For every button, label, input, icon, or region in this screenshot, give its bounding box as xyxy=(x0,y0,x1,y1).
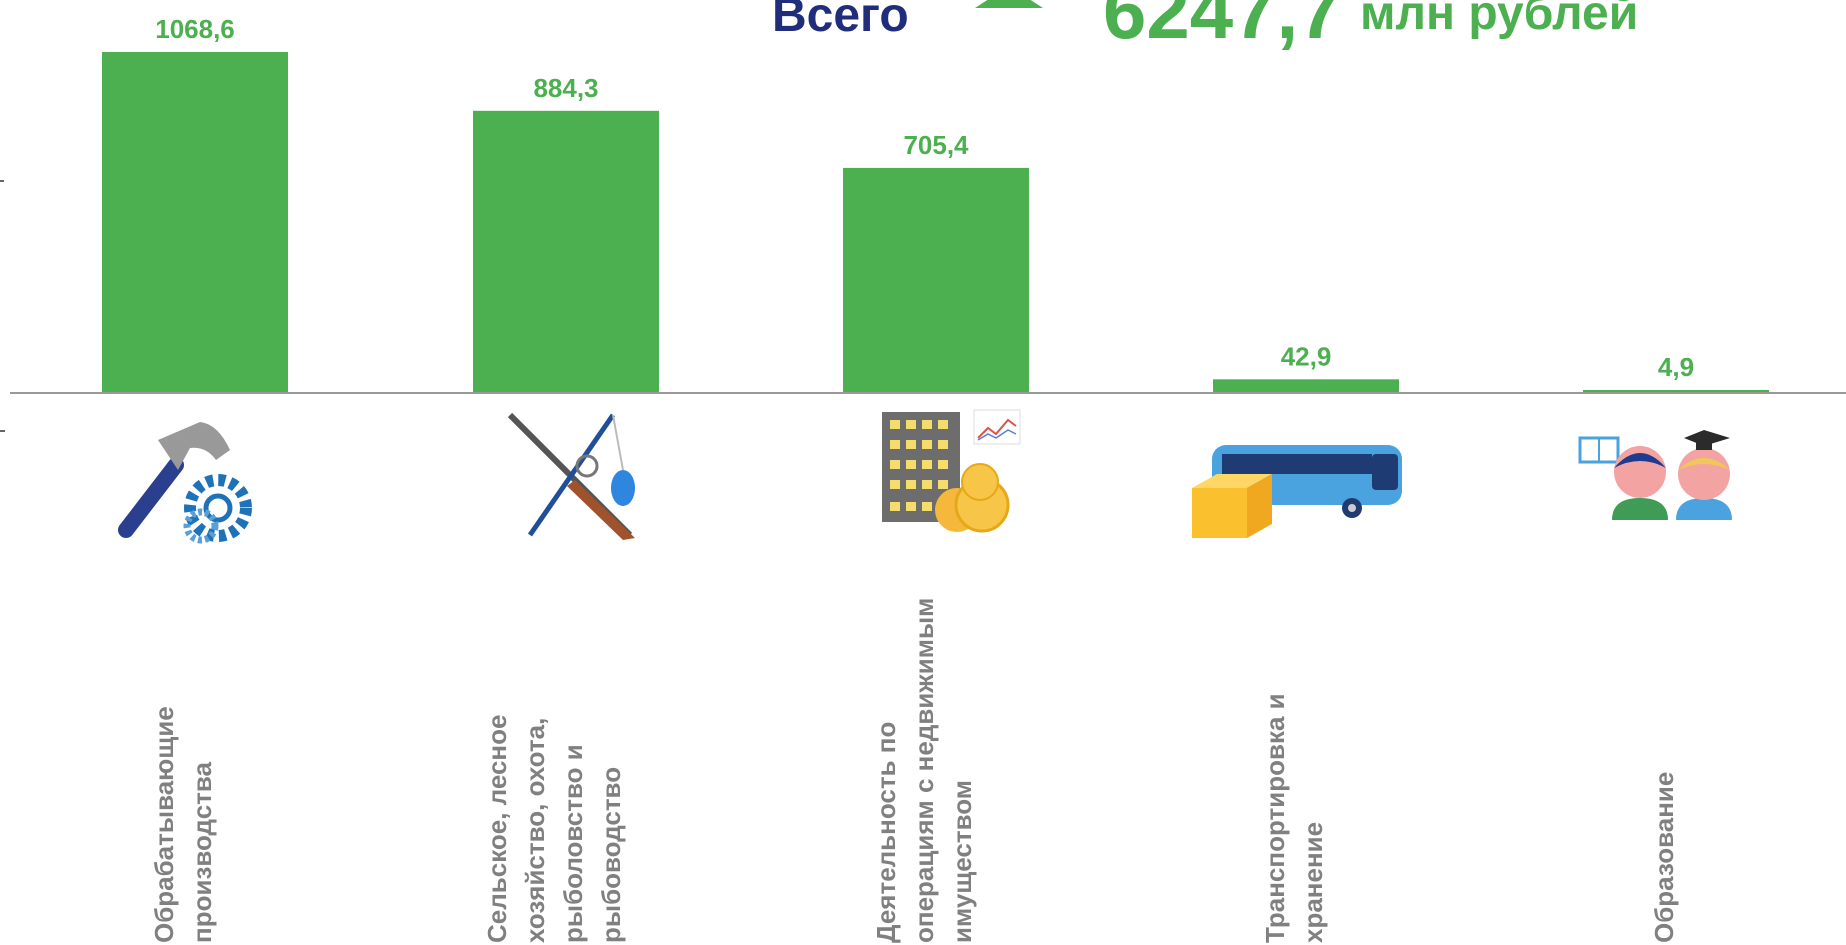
category-label-line: Образование xyxy=(1649,771,1679,943)
category-label-line: хозяйство, охота, xyxy=(520,717,550,943)
category-label-line: Обрабатывающие xyxy=(149,706,179,943)
bar xyxy=(473,110,659,393)
value-label: 1068,6 xyxy=(155,14,235,44)
total-unit: млн рублей xyxy=(1360,0,1639,40)
bar xyxy=(1213,379,1399,393)
category-label: Обрабатывающие производства xyxy=(145,706,221,943)
category-label-line: Транспортировка и xyxy=(1260,693,1290,943)
value-label: 884,3 xyxy=(533,73,598,103)
total-header: Всего 6247,7 млн рублей xyxy=(0,0,1846,55)
category-label: Деятельность по операциям с недвижимым иму… xyxy=(867,598,981,943)
category-label: Сельское, лесное хозяйство, охота, рыболов… xyxy=(478,715,630,943)
total-label: Всего xyxy=(772,0,909,42)
bus-box-icon xyxy=(1192,445,1402,538)
axis-tick xyxy=(0,430,5,432)
category-label-line: производства xyxy=(187,761,217,943)
up-arrow-icon xyxy=(975,0,1043,8)
category-label: Образование xyxy=(1645,772,1683,943)
category-label-line: рыболовство и xyxy=(558,744,588,943)
fishing-rod-rifle-icon xyxy=(507,412,635,540)
hammer-gear-icon xyxy=(118,422,252,544)
category-label-line: операциям с недвижимым xyxy=(909,597,939,943)
category-label-line: Деятельность по xyxy=(871,721,901,943)
category-label: Транспортировка и хранение xyxy=(1256,693,1332,943)
bars-layer xyxy=(102,52,1769,393)
students-icon xyxy=(1578,430,1732,520)
value-label: 4,9 xyxy=(1658,352,1694,382)
value-labels-layer: 1068,6 884,3 705,4 42,9 4,9 xyxy=(155,14,1694,382)
axis-tick xyxy=(0,180,4,182)
category-label-line: имуществом xyxy=(947,780,977,943)
total-value: 6247,7 xyxy=(1103,0,1342,55)
category-label-line: Сельское, лесное xyxy=(482,714,512,943)
bar xyxy=(102,52,288,393)
category-label-line: рыбоводство xyxy=(596,766,626,943)
value-label: 705,4 xyxy=(903,130,969,160)
bar xyxy=(1583,390,1769,393)
category-label-line: хранение xyxy=(1298,821,1328,943)
building-coins-icon xyxy=(882,409,1021,533)
value-label: 42,9 xyxy=(1281,341,1332,371)
bar xyxy=(843,167,1029,393)
